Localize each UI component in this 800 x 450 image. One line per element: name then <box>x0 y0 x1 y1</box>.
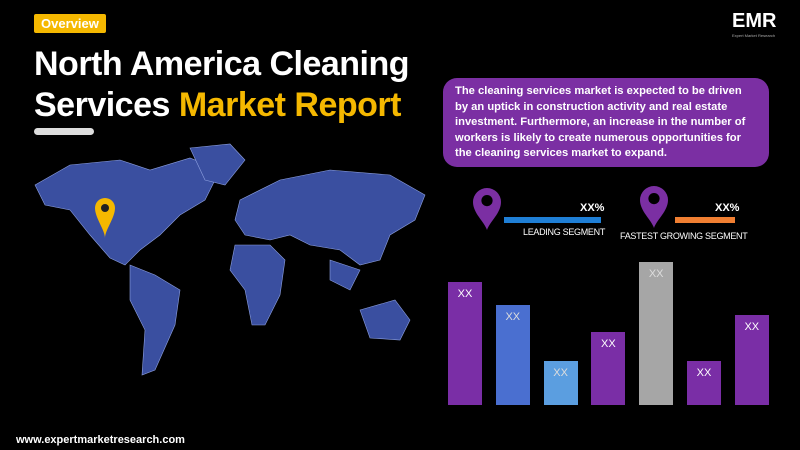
logo-text: EMR <box>732 10 777 32</box>
bar-label: XX <box>601 338 616 351</box>
fastest-segment-value: XX% <box>715 202 740 214</box>
title-underline <box>34 128 94 135</box>
bar-label: XX <box>553 366 568 379</box>
bar-label: XX <box>696 366 712 379</box>
fastest-segment-label: FASTEST GROWING SEGMENT <box>620 231 748 241</box>
bar: XX <box>734 314 769 405</box>
leading-segment: XX% LEADING SEGMENT <box>470 185 610 245</box>
overview-badge: Overview <box>34 14 106 33</box>
bar-label: XX <box>457 288 473 301</box>
description-box: The cleaning services market is expected… <box>443 78 769 167</box>
bar-chart: XX XX XX XX XX XX XX <box>440 250 780 410</box>
fastest-growing-segment: XX% FASTEST GROWING SEGMENT <box>620 185 780 245</box>
leading-segment-value: XX% <box>580 202 605 214</box>
bar: XX <box>448 282 482 405</box>
location-pin-icon <box>473 188 501 230</box>
bar: XX <box>543 360 578 405</box>
emr-logo: EMR Expert Market Research <box>732 10 776 38</box>
leading-segment-bar <box>504 217 601 223</box>
title-line2: Services Market Report <box>34 85 409 126</box>
fastest-segment-bar <box>675 217 735 223</box>
website-url: www.expertmarketresearch.com <box>16 434 185 446</box>
leading-segment-label: LEADING SEGMENT <box>523 227 606 237</box>
bar: XX <box>495 304 530 405</box>
bar-label: XX <box>648 268 664 280</box>
bar: XX <box>639 262 674 405</box>
title-highlight: Market Report <box>178 86 402 124</box>
page-title: North America Cleaning Services Market R… <box>34 44 410 126</box>
bar: XX <box>687 360 721 405</box>
bar: XX <box>591 332 626 405</box>
logo-tagline: Expert Market Research <box>732 33 776 38</box>
title-line1: North America Cleaning <box>34 45 410 83</box>
title-white: Services <box>34 86 179 124</box>
world-map <box>34 143 426 376</box>
location-pin-icon <box>640 186 668 228</box>
bar-label: XX <box>744 320 760 333</box>
location-pin-icon <box>95 198 115 238</box>
bar-label: XX <box>505 310 521 323</box>
